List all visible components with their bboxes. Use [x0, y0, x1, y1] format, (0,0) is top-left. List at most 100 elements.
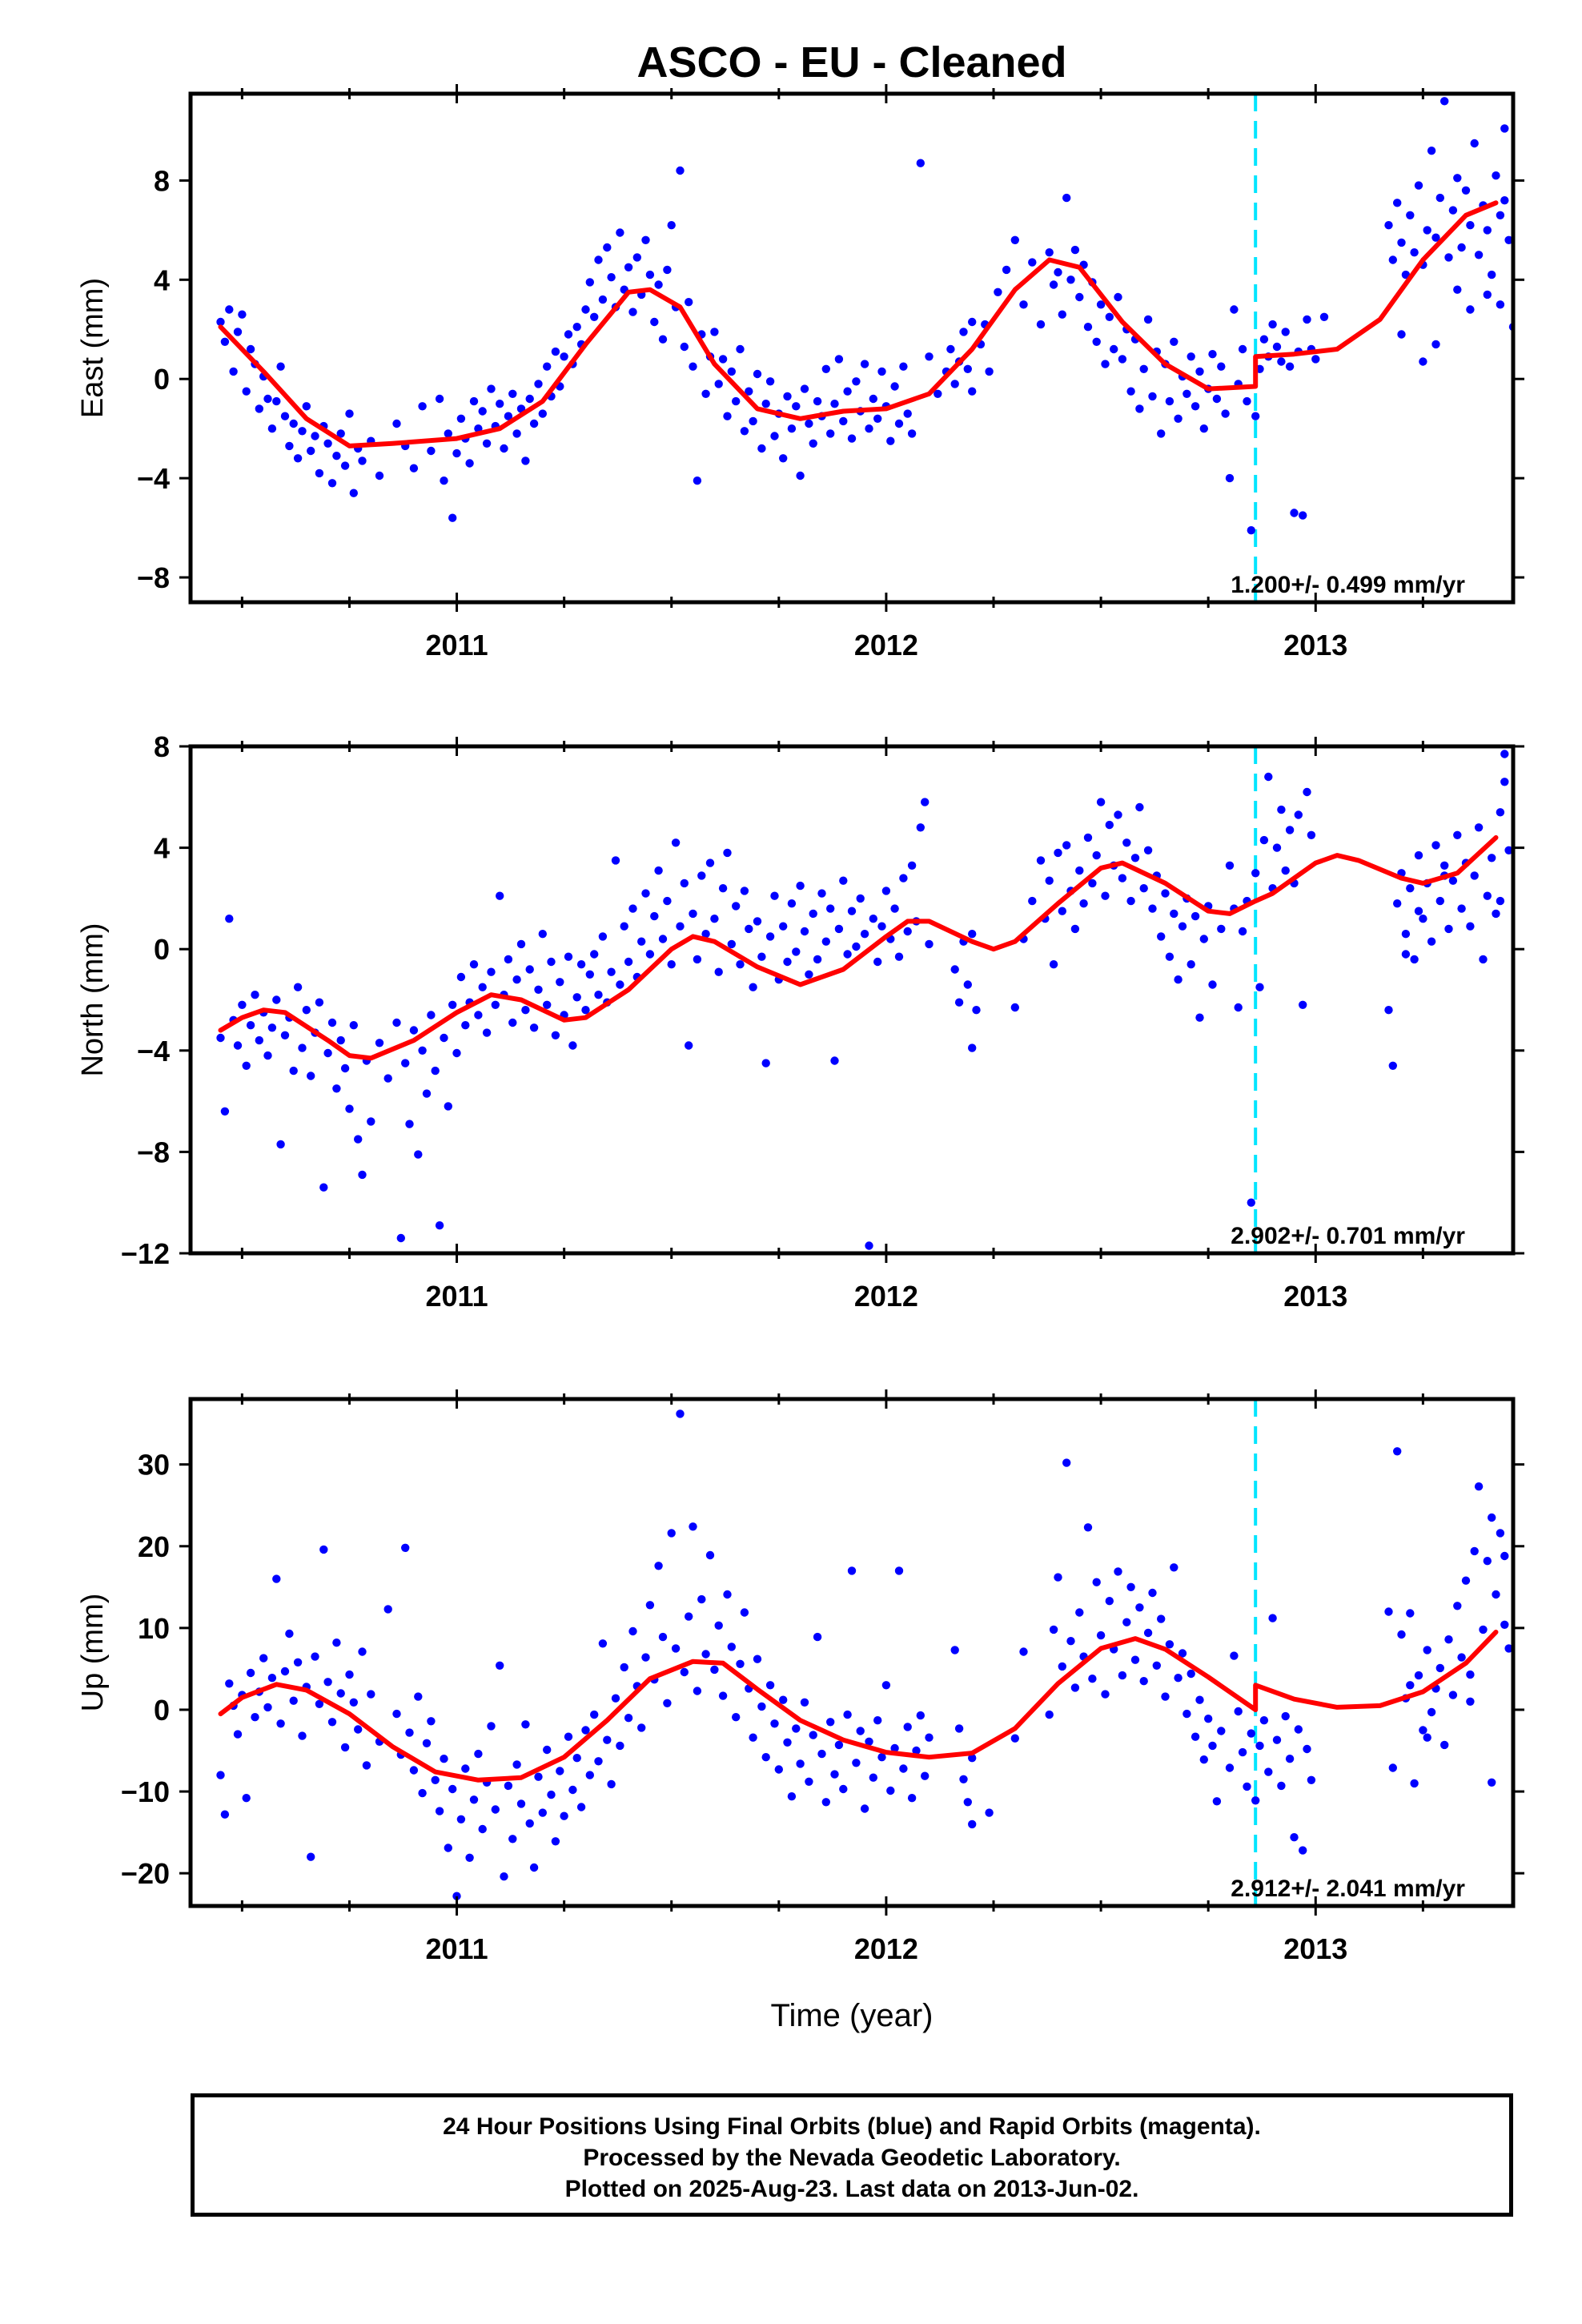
data-point [856, 1727, 865, 1735]
data-point [1114, 810, 1122, 819]
data-point [663, 896, 672, 906]
data-point [1427, 1707, 1436, 1717]
data-point [246, 344, 255, 354]
data-point [543, 1745, 552, 1755]
data-point [1393, 899, 1402, 908]
data-point [1272, 843, 1282, 852]
data-point [242, 1794, 251, 1803]
data-point [1444, 1635, 1453, 1644]
data-point [1488, 270, 1496, 279]
data-point [1448, 876, 1458, 885]
data-point [650, 317, 659, 327]
data-point [624, 263, 633, 271]
data-point [251, 1713, 259, 1722]
data-point [749, 983, 757, 991]
data-point [890, 1743, 899, 1753]
data-point [572, 993, 581, 1002]
data-point [487, 967, 496, 976]
north-frame [188, 744, 1516, 1256]
data-point [572, 1754, 581, 1763]
data-point [1105, 312, 1114, 321]
data-point [1470, 139, 1479, 148]
data-point [1488, 1513, 1496, 1522]
data-point [968, 1754, 977, 1763]
data-point [890, 904, 899, 913]
data-point [779, 1695, 788, 1704]
data-point [800, 927, 809, 936]
data-point [238, 310, 247, 319]
data-point [1466, 922, 1475, 931]
data-point [1272, 342, 1282, 352]
data-point [598, 295, 608, 304]
data-point [534, 1772, 543, 1781]
data-point [529, 1863, 539, 1872]
data-point [1062, 841, 1071, 850]
data-point [903, 1723, 912, 1731]
data-point [732, 1713, 741, 1722]
data-point [809, 909, 817, 919]
data-point [1457, 904, 1466, 913]
data-point [293, 454, 303, 463]
data-point [1195, 367, 1204, 376]
data-point [1105, 820, 1114, 830]
data-point [1431, 233, 1440, 242]
data-point [422, 1739, 432, 1747]
data-point [740, 887, 749, 895]
data-point [1423, 1646, 1431, 1655]
data-point [1058, 310, 1067, 319]
data-point [521, 1006, 530, 1015]
data-point [1092, 337, 1101, 346]
data-point [1504, 846, 1513, 855]
data-point [1448, 1691, 1458, 1699]
data-point [732, 902, 741, 911]
data-point [1096, 1630, 1106, 1640]
data-point [1191, 911, 1200, 921]
data-point [276, 1140, 285, 1149]
data-point [1054, 1573, 1062, 1582]
data-point [787, 1792, 797, 1801]
data-point [383, 1605, 392, 1614]
data-point [616, 228, 624, 237]
data-point [427, 1717, 436, 1726]
data-point [1483, 226, 1492, 235]
data-point [576, 960, 586, 969]
data-point [1410, 248, 1419, 257]
data-point [873, 1716, 882, 1725]
data-point [1079, 899, 1088, 908]
data-point [594, 1757, 603, 1766]
data-point [718, 884, 728, 893]
data-point [718, 355, 728, 364]
y-tick-label: 8 [154, 164, 170, 197]
data-point [1230, 305, 1239, 314]
data-point [435, 1807, 444, 1815]
data-point [813, 955, 822, 964]
data-point [792, 947, 801, 956]
data-point [1474, 1482, 1484, 1491]
data-point [1019, 300, 1028, 309]
data-point [718, 1691, 728, 1700]
data-point [689, 909, 697, 919]
data-point [1054, 848, 1062, 858]
y-axis-label: Up (mm) [76, 1594, 110, 1712]
data-point [1234, 1003, 1243, 1012]
data-point [757, 444, 766, 453]
data-point [444, 1102, 452, 1111]
data-point [1058, 907, 1067, 915]
data-point [1028, 896, 1037, 906]
data-point [809, 439, 817, 448]
data-point [1397, 238, 1406, 247]
north-panel: 2011 2012 2013 8 4 0 −4 −8 −12 North (mm) 2.902+/-… [76, 730, 1524, 1313]
data-point [289, 1696, 298, 1705]
data-point [899, 874, 908, 883]
data-point [1096, 798, 1106, 806]
data-point [1500, 196, 1509, 205]
data-point [1092, 1578, 1101, 1586]
data-point [740, 427, 749, 436]
data-point [645, 1601, 655, 1610]
data-point [427, 446, 436, 456]
data-point [285, 1629, 294, 1638]
data-point [233, 1730, 243, 1739]
data-point [401, 1059, 410, 1068]
data-point [907, 1794, 917, 1803]
data-point [1410, 1779, 1419, 1788]
